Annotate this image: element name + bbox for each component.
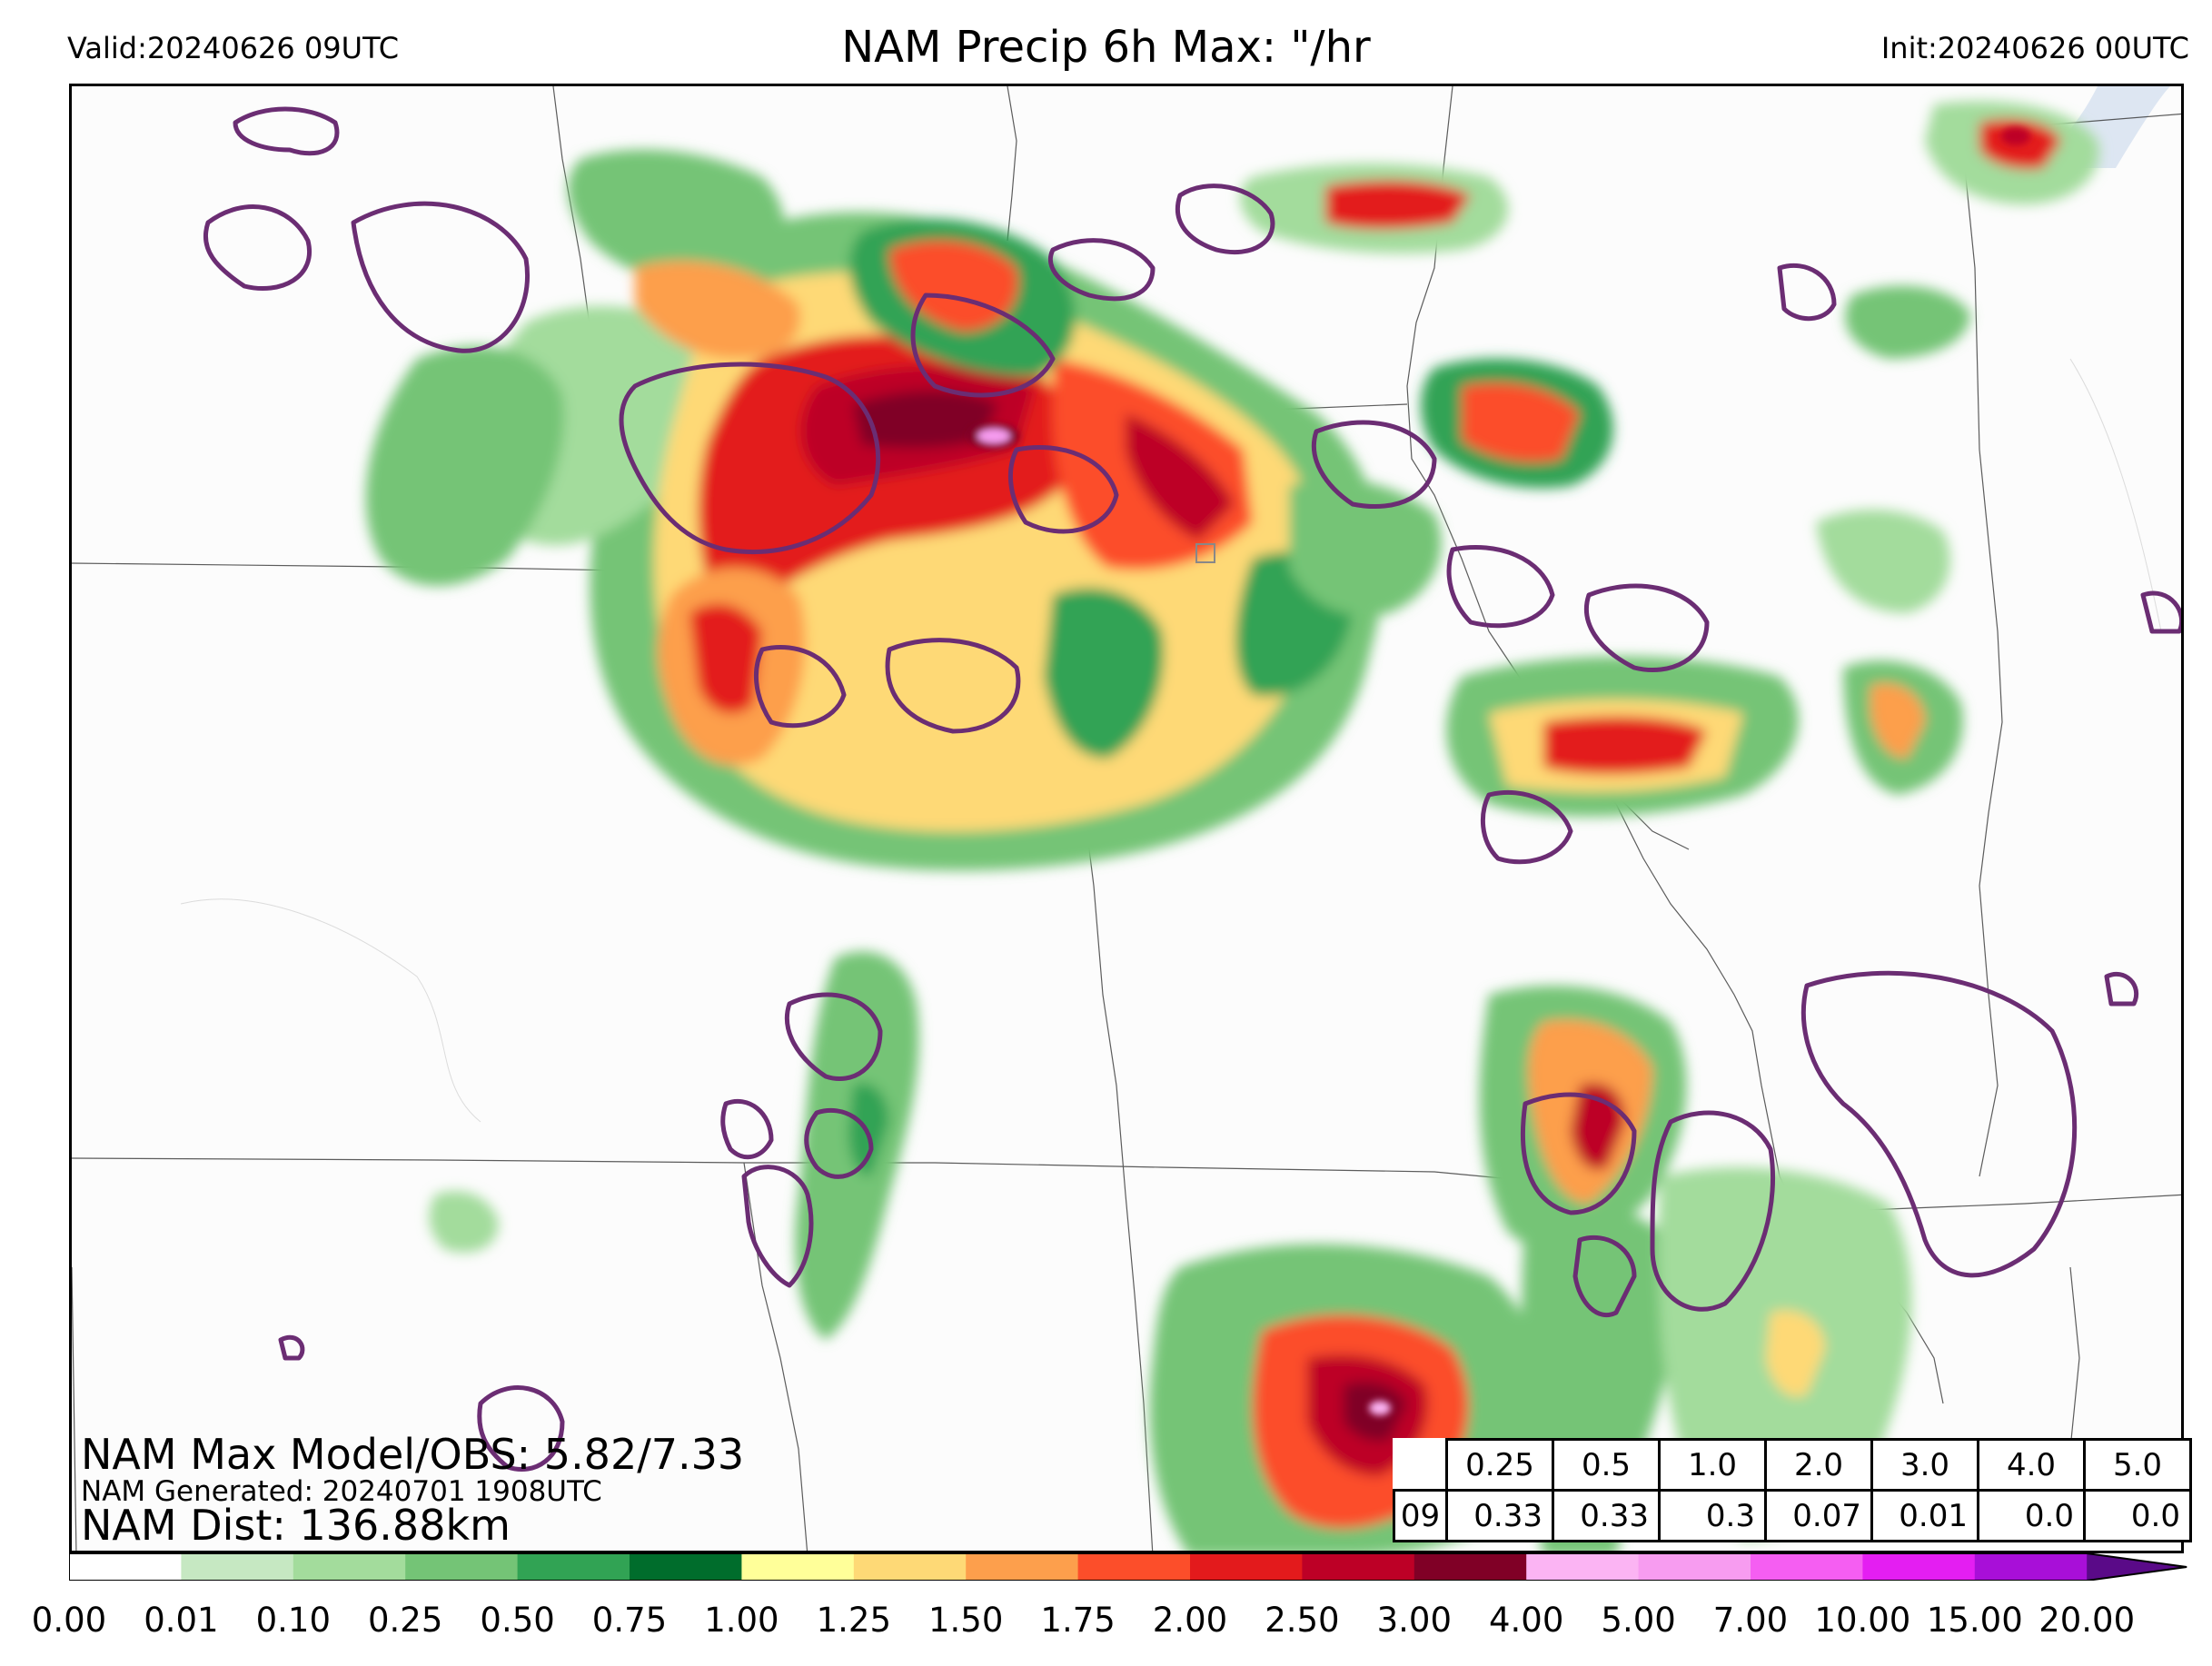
threshold-cell: 4.0: [1977, 1438, 2086, 1492]
precip-field: [365, 101, 2099, 1551]
colorbar-segment: [181, 1553, 294, 1581]
colorbar-tick-label: 2.50: [1265, 1601, 1340, 1640]
colorbar-tick-label: 0.75: [591, 1601, 668, 1640]
colorbar-segment: [1190, 1553, 1303, 1581]
precip-peaks: [968, 127, 2030, 1415]
colorbar-tick-label: 1.25: [816, 1601, 891, 1640]
colorbar-tick-label: 5.00: [1601, 1601, 1676, 1640]
colorbar: [69, 1553, 2187, 1581]
colorbar-tick-label: 1.50: [927, 1601, 1004, 1640]
value-cell: 0.33: [1445, 1489, 1554, 1542]
generated-label: NAM Generated: 20240701 1908UTC: [81, 1475, 602, 1508]
colorbar-tick-label: 10.00: [1814, 1601, 1911, 1640]
value-cell: 0.01: [1870, 1489, 1979, 1542]
colorbar-tick-label: 15.00: [1926, 1601, 2023, 1640]
threshold-cell: 5.0: [2083, 1438, 2192, 1492]
threshold-cell: 2.0: [1764, 1438, 1873, 1492]
colorbar-segment: [1302, 1553, 1415, 1581]
colorbar-segment: [1974, 1553, 2088, 1581]
colorbar-segment: [293, 1553, 406, 1581]
colorbar-outline: [69, 1553, 2187, 1581]
colorbar-segment: [1413, 1553, 1527, 1581]
threshold-cell: 3.0: [1870, 1438, 1979, 1492]
colorbar-segment: [405, 1553, 519, 1581]
colorbar-segment: [741, 1553, 855, 1581]
threshold-cell: 1.0: [1658, 1438, 1767, 1492]
colorbar-segment: [1638, 1553, 1751, 1581]
colorbar-segment: [853, 1553, 967, 1581]
chart-title: NAM Precip 6h Max: "/hr: [841, 22, 1371, 73]
distance-label: NAM Dist: 136.88km: [81, 1501, 511, 1550]
colorbar-segment: [1751, 1553, 1863, 1581]
colorbar-segment: [69, 1553, 182, 1581]
colorbar-tick-label: 0.50: [480, 1601, 555, 1640]
colorbar-extend-arrow: [2087, 1553, 2187, 1581]
colorbar-segment: [517, 1553, 630, 1581]
value-cell: 0.0: [2083, 1489, 2192, 1542]
colorbar-tick-label: 7.00: [1712, 1601, 1789, 1640]
lake-water: [2007, 86, 2170, 168]
threshold-cell: 0.5: [1552, 1438, 1661, 1492]
colorbar-tick-label: 0.01: [144, 1601, 219, 1640]
colorbar-tick-label: 3.00: [1376, 1601, 1452, 1640]
colorbar-tick-label: 0.25: [367, 1601, 443, 1640]
value-cell: 0.0: [1977, 1489, 2086, 1542]
max-model-obs-label: NAM Max Model/OBS: 5.82/7.33: [81, 1430, 745, 1479]
colorbar-segment: [630, 1553, 742, 1581]
colorbar-tick-label: 1.75: [1040, 1601, 1116, 1640]
value-cell: 0.07: [1764, 1489, 1873, 1542]
colorbar-tick-label: 4.00: [1488, 1601, 1564, 1640]
colorbar-segment: [1526, 1553, 1640, 1581]
precip-map[interactable]: [69, 84, 2184, 1553]
valid-time: Valid:20240626 09UTC: [67, 31, 400, 65]
colorbar-tick-label: 20.00: [2038, 1601, 2136, 1640]
threshold-table: 0.25 0.5 1.0 2.0 3.0 4.0 5.0 09 0.33 0.3…: [1393, 1438, 2192, 1542]
map-canvas: [72, 86, 2181, 1551]
colorbar-tick-label: 2.00: [1152, 1601, 1228, 1640]
station-marker: [1195, 543, 1215, 563]
colorbar-tick-label: 1.00: [704, 1601, 779, 1640]
colorbar-segment: [966, 1553, 1079, 1581]
colorbar-segment: [1077, 1553, 1191, 1581]
value-cell: 0.33: [1552, 1489, 1661, 1542]
colorbar-tick-label: 0.00: [31, 1601, 107, 1640]
table-corner: [1394, 1440, 1447, 1491]
colorbar-tick-label: 0.10: [255, 1601, 331, 1640]
obs-contours: [203, 106, 2181, 1473]
hour-cell: 09: [1393, 1489, 1448, 1542]
colorbar-segment: [1862, 1553, 1976, 1581]
value-cell: 0.3: [1658, 1489, 1767, 1542]
threshold-header-row: 0.25 0.5 1.0 2.0 3.0 4.0 5.0: [1394, 1438, 2192, 1492]
threshold-cell: 0.25: [1445, 1438, 1554, 1492]
init-time: Init:20240626 00UTC: [1880, 31, 2189, 65]
threshold-values-row: 09 0.33 0.33 0.3 0.07 0.01 0.0 0.0: [1393, 1489, 2192, 1542]
